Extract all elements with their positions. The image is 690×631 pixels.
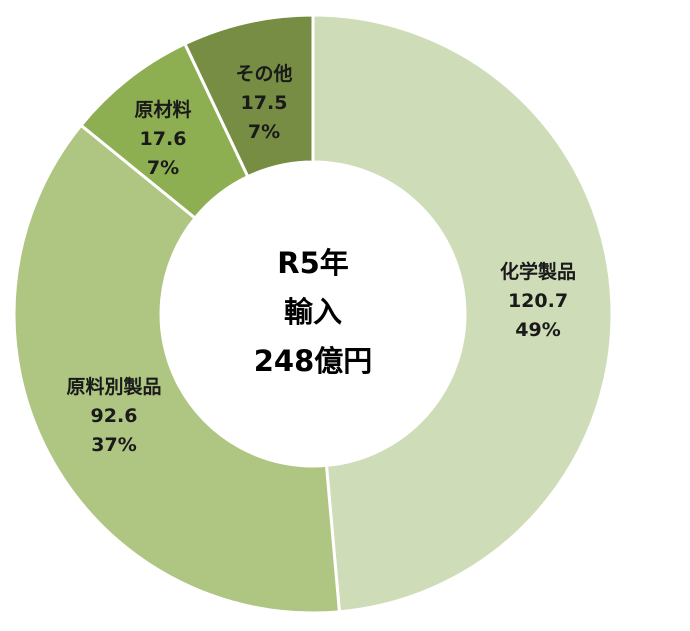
slice-label-manufactured-goods-value: 92.6 xyxy=(91,405,138,427)
slice-label-chemical-products-name: 化学製品 xyxy=(500,260,576,283)
donut-slices xyxy=(12,13,614,615)
slice-label-manufactured-goods-name: 原料別製品 xyxy=(66,375,161,398)
center-label-year: R5年 xyxy=(277,246,349,280)
center-label-type: 輸入 xyxy=(284,295,342,329)
slice-label-other-percent: 7% xyxy=(248,121,280,143)
slice-label-raw-materials-value: 17.6 xyxy=(140,128,187,150)
slice-label-chemical-products-percent: 49% xyxy=(515,319,560,341)
slice-label-other-name: その他 xyxy=(235,62,292,85)
slice-label-manufactured-goods-percent: 37% xyxy=(91,434,136,456)
slice-labels: 化学製品 120.7 49% 原料別製品 92.6 37% 原材料 17.6 7% その他 17.5… xyxy=(66,62,576,456)
slice-label-raw-materials-name: 原材料 xyxy=(134,98,191,121)
slice-label-raw-materials-percent: 7% xyxy=(147,157,179,179)
slice-label-other-value: 17.5 xyxy=(241,92,288,114)
slice-label-chemical-products-value: 120.7 xyxy=(508,290,568,312)
donut-hole xyxy=(161,162,465,466)
slice-manufactured-goods xyxy=(12,123,342,615)
center-label-total: 248億円 xyxy=(254,344,373,378)
